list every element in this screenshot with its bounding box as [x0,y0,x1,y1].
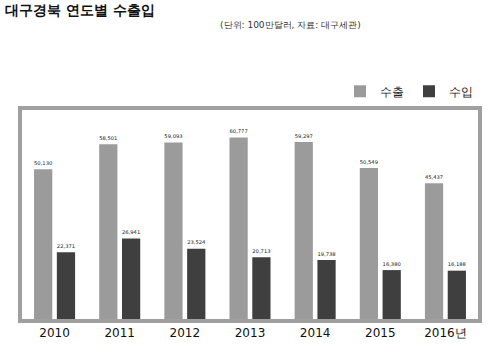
svg-text:16,188: 16,188 [448,261,466,267]
svg-text:59,297: 59,297 [295,133,313,139]
svg-text:23,524: 23,524 [187,239,206,245]
svg-text:60,777: 60,777 [229,128,247,134]
svg-text:16,380: 16,380 [383,261,401,267]
svg-text:50,549: 50,549 [360,159,378,165]
svg-text:2012: 2012 [170,326,201,340]
svg-text:2011: 2011 [104,326,135,340]
svg-text:2016년: 2016년 [424,326,467,340]
svg-text:20,713: 20,713 [252,248,270,254]
svg-text:2010: 2010 [39,326,70,340]
svg-text:2013: 2013 [235,326,266,340]
svg-text:19,738: 19,738 [317,251,335,257]
svg-text:수입: 수입 [449,85,473,99]
svg-text:45,437: 45,437 [425,174,443,180]
svg-text:59,093: 59,093 [164,133,182,139]
svg-text:2015: 2015 [365,326,396,340]
svg-text:대구경북 연도별 수출입: 대구경북 연도별 수출입 [5,2,155,18]
svg-text:22,371: 22,371 [57,243,75,249]
svg-text:26,941: 26,941 [122,229,140,235]
svg-text:2014: 2014 [300,326,331,340]
svg-text:58,501: 58,501 [99,135,117,141]
svg-text:50,130: 50,130 [34,160,52,166]
svg-text:수출: 수출 [380,85,404,99]
svg-text:(단위: 100만달러, 자료: 대구세관): (단위: 100만달러, 자료: 대구세관) [220,20,361,30]
